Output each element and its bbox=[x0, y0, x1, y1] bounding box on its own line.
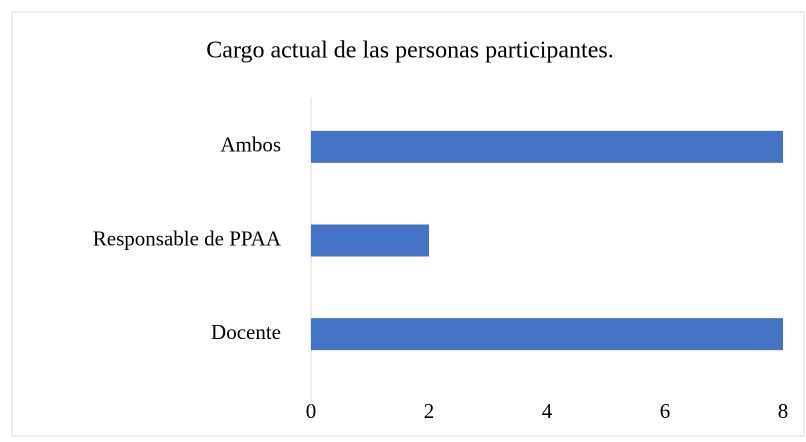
bar bbox=[311, 130, 783, 163]
x-tick-label: 2 bbox=[424, 399, 435, 423]
y-tick-label: Docente bbox=[211, 320, 281, 344]
bar bbox=[311, 318, 783, 351]
y-tick-label: Ambos bbox=[220, 133, 281, 157]
y-tick-label: Responsable de PPAA bbox=[93, 226, 282, 250]
x-tick-label: 4 bbox=[542, 399, 553, 423]
chart-title: Cargo actual de las personas participant… bbox=[206, 38, 613, 64]
x-tick-label: 8 bbox=[778, 399, 789, 423]
chart-border bbox=[11, 11, 805, 437]
x-tick-label: 6 bbox=[660, 399, 671, 423]
bar bbox=[311, 224, 429, 257]
x-tick-label: 0 bbox=[306, 399, 317, 423]
